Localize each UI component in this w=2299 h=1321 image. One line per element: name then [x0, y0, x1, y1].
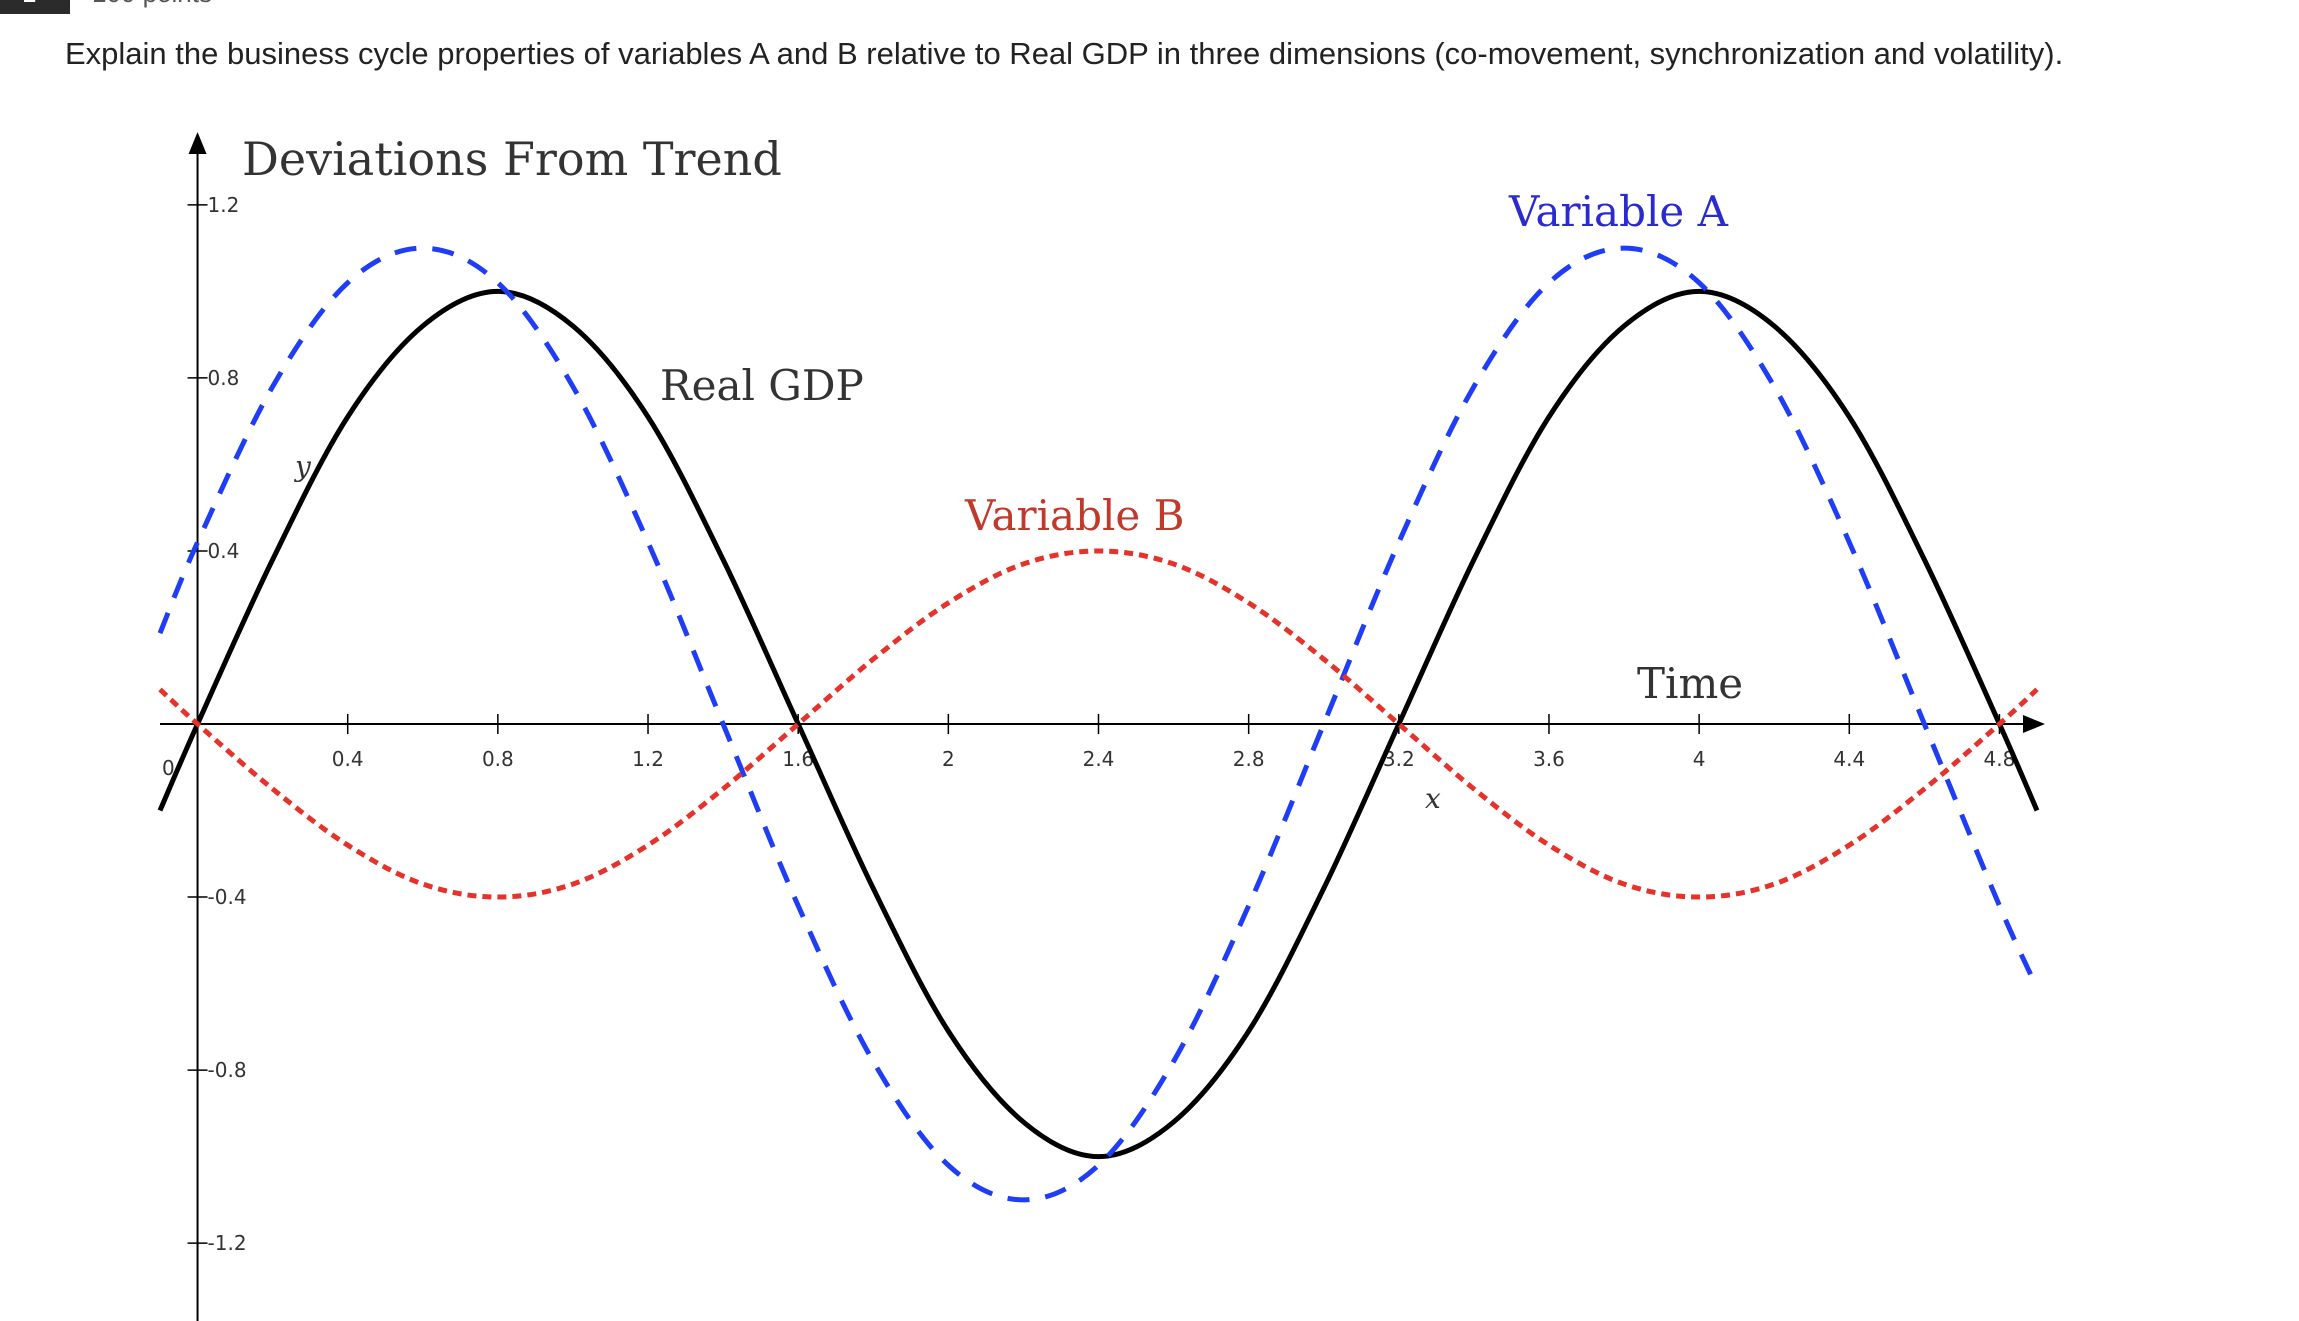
- series-line: [158, 548, 2039, 900]
- points: 100 points: [92, 0, 212, 8]
- y-tick-label: 0.8: [208, 366, 240, 390]
- x-tick-label: 4.4: [1833, 747, 1865, 771]
- x-tick-label: 3.6: [1533, 747, 1565, 771]
- series-label: Real GDP: [660, 361, 864, 410]
- x-axis-arrow: [2023, 715, 2045, 734]
- x-tick-label: 1.2: [632, 747, 664, 771]
- x-tick-label: 0.8: [482, 747, 514, 771]
- x-tick-label: 0.4: [332, 747, 364, 771]
- x-tick-label: 2.4: [1083, 747, 1115, 771]
- y-tick-label: -1.2: [208, 1231, 247, 1255]
- question-number: 1: [22, 0, 36, 8]
- y-axis-arrow: [188, 132, 207, 154]
- series-label: Variable B: [964, 491, 1184, 540]
- x-tick-label: 2: [942, 747, 955, 771]
- x-tick-label: 4: [1693, 747, 1706, 771]
- series-line: [157, 245, 2040, 1203]
- y-tick-label: 0.4: [208, 539, 240, 563]
- origin-label: 0: [162, 756, 175, 780]
- question-badge: [0, 0, 70, 14]
- x-tick-label: 2.8: [1233, 747, 1265, 771]
- x-axis-label: Time: [1637, 659, 1743, 708]
- series-label: Variable A: [1508, 187, 1729, 236]
- y-tick-label: 1.2: [208, 193, 240, 217]
- y-tick-label: -0.4: [208, 885, 247, 909]
- x-symbol: x: [1425, 782, 1441, 815]
- question-text: Explain the business cycle properties of…: [65, 36, 2063, 71]
- series-line: [157, 288, 2040, 1160]
- y-tick-label: -0.8: [208, 1058, 247, 1082]
- chart-title: Deviations From Trend: [242, 132, 782, 186]
- y-symbol: y: [293, 450, 312, 483]
